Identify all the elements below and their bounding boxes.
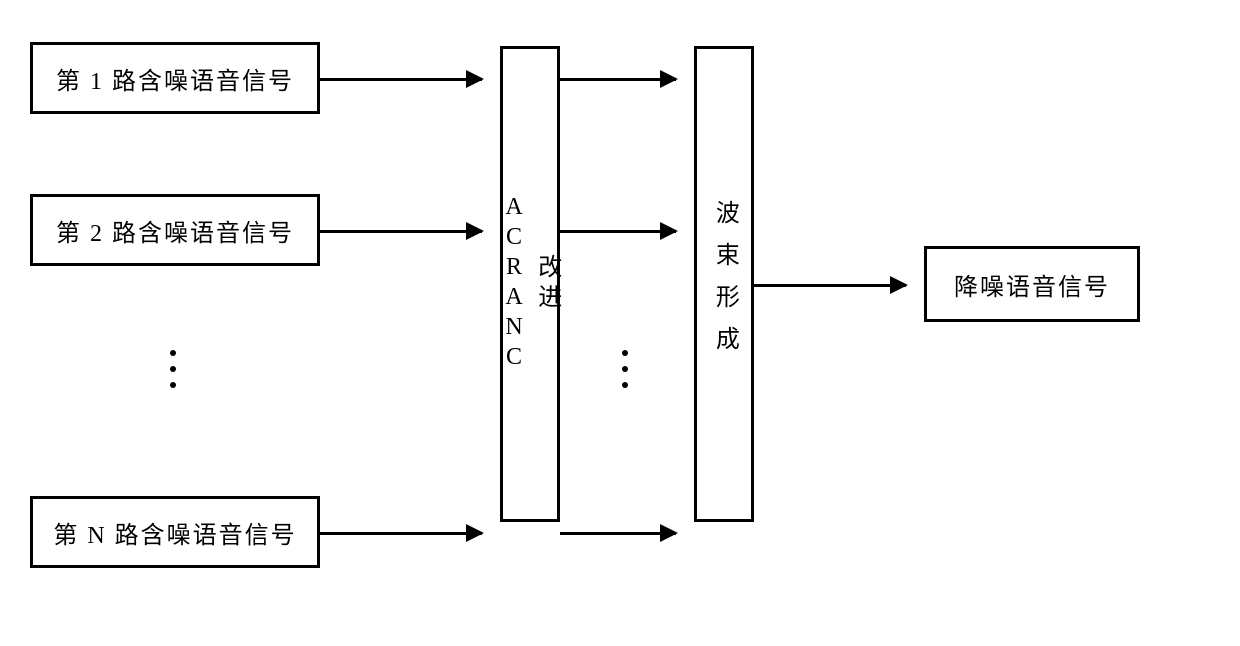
input-signal-n-label: 第 N 路含噪语音信号 xyxy=(53,515,296,550)
beamforming-block: 波束形成 xyxy=(694,46,754,522)
output-signal-label: 降噪语音信号 xyxy=(954,267,1110,302)
arrow-block1-to-block2-1 xyxy=(560,78,676,81)
mid-ellipsis-icon xyxy=(622,350,628,388)
input-signal-2: 第 2 路含噪语音信号 xyxy=(30,194,320,266)
acranc-line1: 改进 xyxy=(532,254,561,314)
arrow-input2-to-block1 xyxy=(320,230,482,233)
input-signal-n: 第 N 路含噪语音信号 xyxy=(30,496,320,568)
arrow-block1-to-block2-2 xyxy=(560,230,676,233)
input-signal-1: 第 1 路含噪语音信号 xyxy=(30,42,320,114)
acranc-block: ACRANC 改进 xyxy=(500,46,560,522)
input-ellipsis-icon xyxy=(170,350,176,388)
arrow-block1-to-block2-n xyxy=(560,532,676,535)
arrow-block2-to-output xyxy=(754,284,906,287)
arrow-input1-to-block1 xyxy=(320,78,482,81)
beamforming-label: 波束形成 xyxy=(710,200,739,368)
input-signal-2-label: 第 2 路含噪语音信号 xyxy=(56,213,294,248)
acranc-line2: ACRANC xyxy=(499,194,528,374)
input-signal-1-label: 第 1 路含噪语音信号 xyxy=(56,61,294,96)
output-signal: 降噪语音信号 xyxy=(924,246,1140,322)
arrow-inputn-to-block1 xyxy=(320,532,482,535)
